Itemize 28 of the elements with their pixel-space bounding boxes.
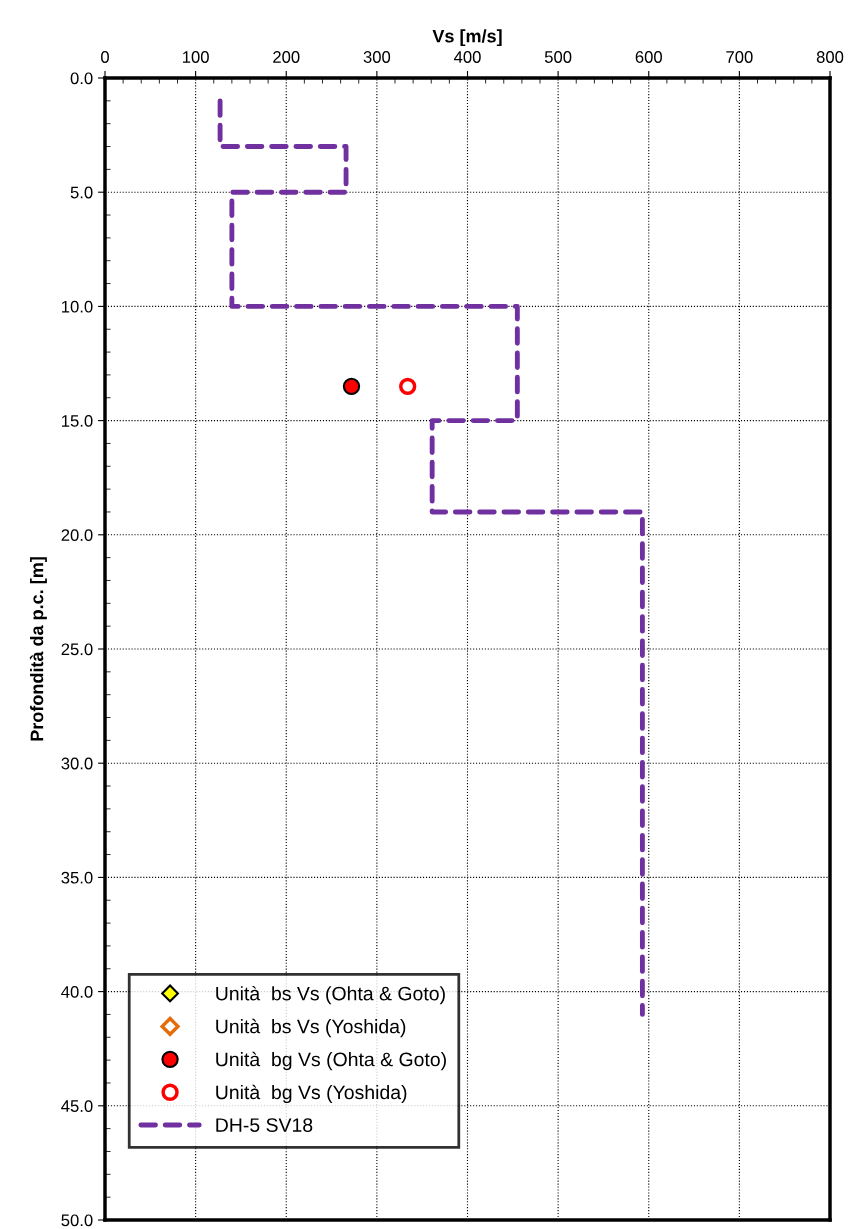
y-tick-label: 50.0 (61, 1214, 93, 1227)
x-tick-label: 100 (182, 51, 209, 63)
y-tick-label: 15.0 (62, 415, 93, 427)
legend-label: Unità bs Vs (Ohta & Goto) (216, 985, 445, 1005)
legend-label: DH-5 SV18 (216, 1118, 313, 1132)
y-tick-label: 40.0 (61, 986, 93, 998)
legend-label: Unità bs Vs (Yoshida) (216, 1018, 406, 1038)
x-tick-label: 200 (273, 51, 300, 63)
x-tick-label: 300 (363, 51, 391, 63)
y-tick-label: 5.0 (70, 186, 93, 199)
x-tick-label: 400 (453, 51, 481, 63)
y-tick-label: 45.0 (61, 1100, 93, 1112)
x-tick-label: 500 (544, 51, 572, 63)
legend-label: Unità bg Vs (Yoshida) (216, 1084, 407, 1104)
y-tick-label: 20.0 (61, 529, 93, 541)
y-tick-label: 0.0 (70, 72, 93, 85)
y-axis-title: Profondità da p.c. [m] (29, 557, 47, 741)
y-tick-label: 10.0 (62, 300, 93, 313)
y-tick-label: 25.0 (61, 643, 93, 656)
x-axis-title: Vs [m/s] (432, 29, 502, 47)
legend-label: Unità bg Vs (Ohta & Goto) (216, 1051, 446, 1071)
line-series (217, 98, 645, 1017)
x-tick-label: 0 (101, 51, 109, 63)
x-tick-label: 700 (726, 51, 753, 63)
x-tick-label: 800 (816, 51, 844, 63)
y-tick-label: 30.0 (61, 757, 93, 770)
y-tick-label: 35.0 (61, 871, 93, 884)
x-tick-label: 600 (635, 51, 662, 63)
